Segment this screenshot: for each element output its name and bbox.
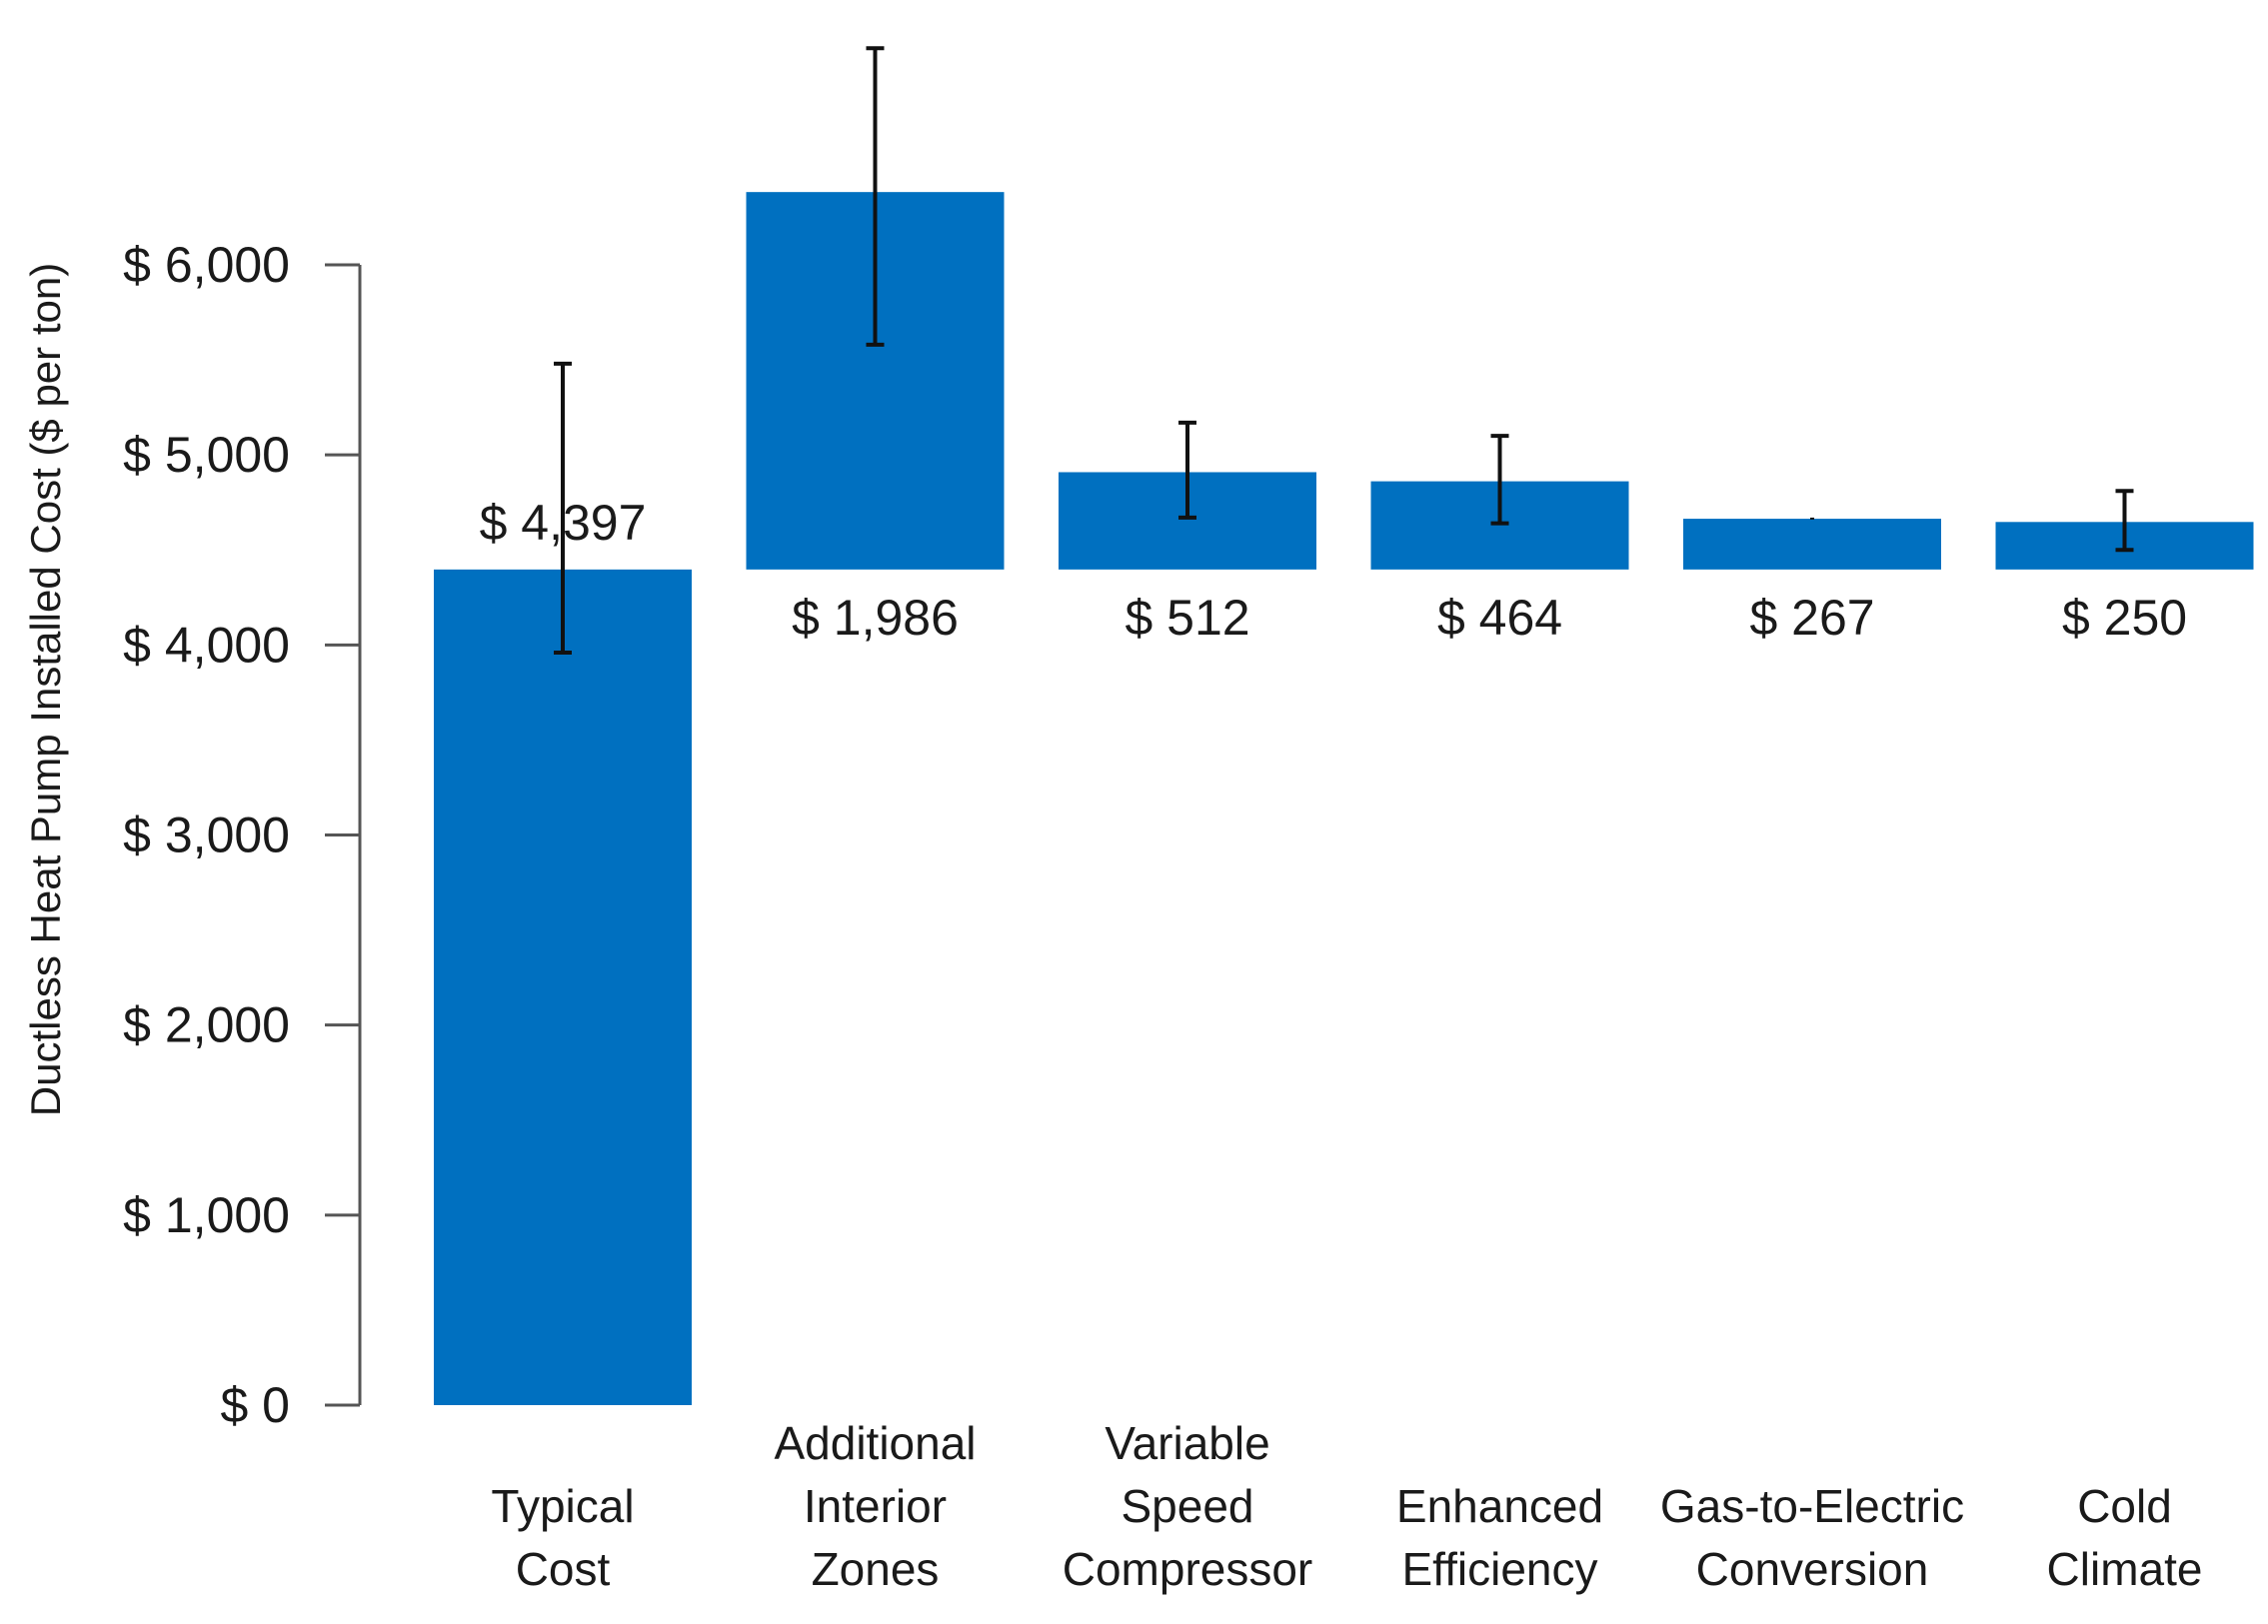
bars xyxy=(434,192,2254,1405)
category-label: Additional Interior Zones xyxy=(774,1417,976,1595)
data-label: $ 512 xyxy=(1125,590,1249,646)
data-label: $ 1,986 xyxy=(792,590,959,646)
data-label: $ 4,397 xyxy=(480,495,647,551)
category-label: Enhanced Efficiency xyxy=(1396,1480,1603,1595)
y-axis-title: Ductless Heat Pump Installed Cost ($ per… xyxy=(22,263,69,1116)
y-tick-label: $ 1,000 xyxy=(123,1187,290,1243)
y-tick-label: $ 5,000 xyxy=(123,427,290,483)
error-bars xyxy=(554,46,2134,655)
bar xyxy=(1683,519,1941,570)
y-tick-label: $ 2,000 xyxy=(123,997,290,1053)
y-tick-label: $ 3,000 xyxy=(123,808,290,863)
y-tick-label: $ 4,000 xyxy=(123,617,290,673)
data-label: $ 250 xyxy=(2062,590,2187,646)
category-label: Variable Speed Compressor xyxy=(1063,1417,1313,1595)
y-tick-label: $ 0 xyxy=(220,1377,290,1433)
y-axis: $ 0 $ 1,000 $ 2,000 $ 3,000 $ 4,000 $ 5,000 $ … xyxy=(123,237,362,1433)
labels: $ 4,397 Typical Cost $ 1,986 Additional Inter… xyxy=(480,495,2203,1595)
category-label: Cold Climate xyxy=(2047,1480,2203,1595)
category-label: Gas-to-Electric Conversion xyxy=(1660,1480,1964,1595)
y-tick-label: $ 6,000 xyxy=(123,237,290,293)
bar xyxy=(434,569,692,1405)
data-label: $ 464 xyxy=(1437,590,1562,646)
data-label: $ 267 xyxy=(1749,590,1874,646)
category-label: Typical Cost xyxy=(491,1480,634,1595)
